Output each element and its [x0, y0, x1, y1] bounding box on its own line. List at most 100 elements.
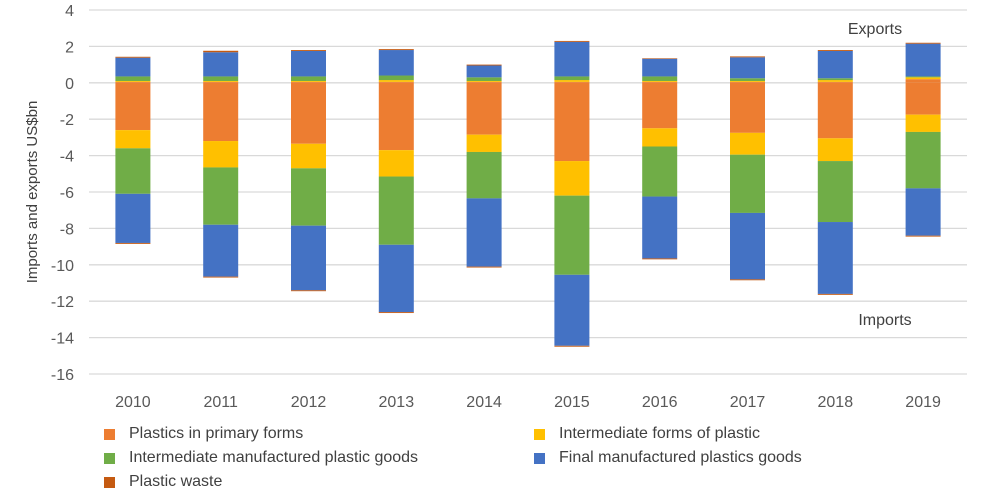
y-tick-label: -8: [60, 221, 74, 238]
bar-segment-import: [817, 293, 853, 295]
y-tick-label: 2: [65, 39, 74, 56]
bar-segment-import: [203, 167, 239, 225]
bar-segment-export: [115, 57, 151, 77]
y-tick-label: 0: [65, 76, 74, 93]
bar-segment-export: [378, 75, 414, 81]
x-tick-label: 2019: [905, 394, 941, 411]
legend-label: Final manufactured plastics goods: [559, 449, 802, 466]
legend-swatch: [104, 428, 115, 440]
bar-segment-import: [115, 242, 151, 244]
bar-segment-export: [115, 56, 151, 58]
bar-segment-export: [378, 80, 414, 82]
bar-segment-export: [905, 76, 941, 78]
legend-item-final-manufactured: Final manufactured plastics goods: [534, 449, 802, 467]
bar-segment-import: [905, 82, 941, 115]
bar-segment-import: [817, 222, 853, 294]
bar-segment-import: [817, 161, 853, 223]
bar-segment-import: [642, 258, 678, 260]
bar-segment-export: [642, 58, 678, 77]
bar-segment-export: [817, 81, 853, 83]
y-tick-label: -6: [60, 185, 74, 202]
bar-segment-import: [466, 151, 502, 199]
bar-segment-import: [466, 134, 502, 152]
bar-segment-import: [905, 235, 941, 237]
bar-segment-import: [378, 312, 414, 314]
bar-segment-export: [817, 50, 853, 79]
bar-segment-import: [378, 82, 414, 151]
y-axis-ticks: 4 2 0 -2 -4 -6 -8 -10 -12 -14 -16: [51, 3, 74, 384]
imports-annotation: Imports: [858, 312, 911, 329]
bar-segment-import: [203, 224, 239, 277]
y-axis-label: Imports and exports US$bn: [24, 101, 41, 284]
bar-segment-export: [642, 76, 678, 81]
bar-segment-export: [291, 50, 326, 77]
x-tick-label: 2010: [115, 394, 151, 411]
bar-segment-export: [115, 81, 151, 83]
bar-segment-export: [203, 50, 239, 53]
y-tick-label: -14: [51, 331, 74, 348]
bar-segment-export: [905, 43, 941, 77]
bar-segment-export: [817, 78, 853, 81]
bar-segment-import: [291, 168, 326, 226]
bar-segment-import: [730, 154, 765, 213]
bar-segment-import: [203, 276, 239, 278]
y-tick-label: 4: [65, 3, 74, 20]
bar-segment-export: [466, 81, 502, 83]
bar-segment-import: [466, 198, 502, 267]
bar-segment-import: [554, 82, 590, 162]
bar-segment-import: [378, 244, 414, 313]
x-axis-ticks: 2010 2011 2012 2013 2014 2015 2016 2017 2018 2019: [115, 394, 941, 411]
legend-item-intermediate-forms: Intermediate forms of plastic: [534, 425, 760, 443]
x-tick-label: 2012: [291, 394, 327, 411]
bar-segment-import: [115, 82, 151, 131]
bar-segment-export: [466, 64, 502, 66]
y-tick-label: -16: [51, 367, 74, 384]
x-tick-label: 2017: [730, 394, 766, 411]
exports-annotation: Exports: [848, 21, 902, 38]
bar-segment-export: [642, 81, 678, 83]
bar-segment-import: [115, 193, 151, 243]
bar-segment-export: [817, 50, 853, 51]
bar-segment-export: [203, 80, 239, 82]
bar-segment-export: [466, 80, 502, 82]
bar-segment-import: [554, 345, 590, 347]
bar-segment-export: [291, 50, 326, 51]
bar-segment-import: [642, 82, 678, 129]
bar-segment-import: [203, 82, 239, 142]
bar-segment-import: [378, 150, 414, 177]
bar-segment-export: [905, 42, 941, 44]
bar-segment-import: [730, 279, 765, 281]
bar-segment-export: [554, 80, 590, 82]
bar-segment-export: [730, 81, 765, 83]
legend-item-plastic-waste: Plastic waste: [104, 473, 222, 491]
legend-label: Intermediate manufactured plastic goods: [129, 449, 419, 466]
bar-segment-import: [554, 161, 590, 196]
bar-segment-export: [817, 80, 853, 82]
bar-segment-import: [730, 212, 765, 280]
legend-item-intermediate-manufactured: Intermediate manufactured plastic goods: [104, 449, 418, 467]
bar-segment-export: [466, 65, 502, 78]
bar-segment-export: [554, 41, 590, 77]
bar-segment-import: [291, 82, 326, 144]
bar-segment-export: [291, 81, 326, 83]
bar-segment-export: [554, 81, 590, 83]
bar-segment-export: [730, 78, 765, 81]
legend-label: Plastics in primary forms: [129, 425, 304, 442]
bar-segment-export: [554, 40, 590, 42]
bar-segment-export: [730, 57, 765, 79]
bar-segment-export: [378, 50, 414, 76]
bar-segment-import: [817, 82, 853, 139]
bar-segment-export: [905, 79, 941, 83]
x-tick-label: 2013: [379, 394, 415, 411]
bar-segment-import: [730, 132, 765, 155]
bar-segment-export: [642, 80, 678, 82]
bar-segment-export: [378, 49, 414, 51]
bar-segment-export: [466, 77, 502, 81]
bar-segment-import: [905, 188, 941, 236]
legend-swatch: [104, 452, 115, 464]
legend-item-primary-forms: Plastics in primary forms: [104, 425, 303, 443]
bar-segment-export: [378, 81, 414, 83]
y-tick-label: -12: [51, 294, 74, 311]
legend-swatch: [104, 476, 115, 488]
